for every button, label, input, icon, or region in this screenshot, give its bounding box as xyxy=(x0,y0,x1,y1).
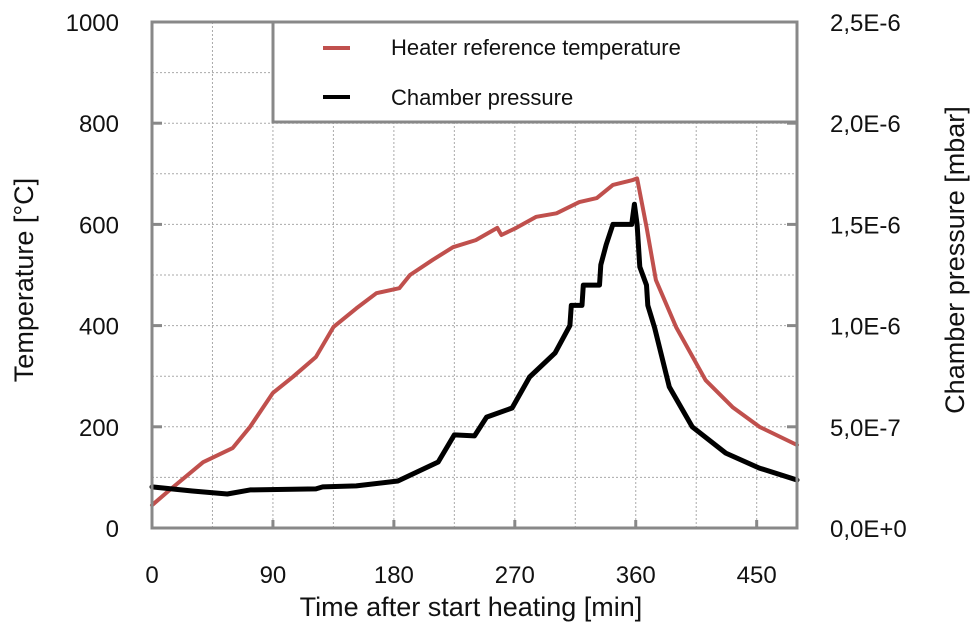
x-tick-label: 450 xyxy=(737,562,777,589)
x-tick-label: 360 xyxy=(616,562,656,589)
y2-tick-label: 1,5E-6 xyxy=(830,212,901,239)
series-layer xyxy=(149,176,800,508)
y2-tick-label: 1,0E-6 xyxy=(830,314,901,341)
y2-tick-label: 5,0E-7 xyxy=(830,415,901,442)
x-axis-title: Time after start heating [min] xyxy=(300,592,643,622)
y2-tick-label: 2,5E-6 xyxy=(830,10,901,37)
x-tick-label: 90 xyxy=(260,562,287,589)
y2-axis-title: Chamber pressure [mbar] xyxy=(940,106,970,414)
y-tick-label: 0 xyxy=(106,516,119,543)
y-tick-label: 1000 xyxy=(66,10,119,37)
pressure-line xyxy=(149,201,800,497)
x-tick-label: 180 xyxy=(374,562,414,589)
temperature-line xyxy=(150,176,799,508)
legend-label-temperature: Heater reference temperature xyxy=(391,35,681,60)
x-tick-label: 270 xyxy=(495,562,535,589)
legend-label-pressure: Chamber pressure xyxy=(391,85,573,110)
y-tick-label: 800 xyxy=(79,111,119,138)
x-tick-label: 0 xyxy=(145,562,158,589)
legend: Heater reference temperature Chamber pre… xyxy=(271,20,799,124)
axis-ticks: 0 90 180 270 360 450 0 200 400 600 800 1000 0,0E+0 5,… xyxy=(66,10,907,589)
y-axis-title: Temperature [°C] xyxy=(9,178,39,382)
y2-tick-label: 2,0E-6 xyxy=(830,111,901,138)
legend-box xyxy=(271,20,799,124)
y-tick-label: 200 xyxy=(79,415,119,442)
y2-tick-label: 0,0E+0 xyxy=(830,516,907,543)
y-tick-label: 400 xyxy=(79,314,119,341)
y-tick-label: 600 xyxy=(79,212,119,239)
